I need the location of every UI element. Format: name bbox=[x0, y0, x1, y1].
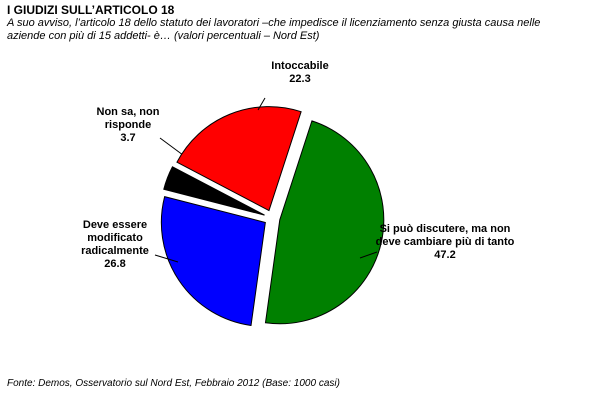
source-note: Fonte: Demos, Osservatorio sul Nord Est,… bbox=[7, 378, 340, 389]
pie-slice bbox=[264, 120, 385, 325]
slice-label: Deve essere modificato radicalmente bbox=[81, 219, 149, 257]
chart-title: I GIUDIZI SULL’ARTICOLO 18 bbox=[7, 3, 175, 17]
pie-slice bbox=[160, 195, 266, 327]
slice-value: 26.8 bbox=[104, 258, 126, 270]
leader-line bbox=[154, 254, 179, 263]
slice-label: Non sa, non risponde bbox=[96, 106, 160, 131]
slice-value: 3.7 bbox=[120, 132, 136, 144]
pie-slice bbox=[176, 106, 302, 212]
chart-subtitle: A suo avviso, l’articolo 18 dello statut… bbox=[7, 17, 541, 42]
slice-label: Intoccabile bbox=[271, 60, 329, 72]
pie-slice bbox=[163, 166, 265, 216]
leader-line bbox=[257, 97, 266, 111]
slice-value: 47.2 bbox=[434, 249, 456, 261]
leader-line bbox=[359, 251, 378, 259]
slice-value: 22.3 bbox=[289, 73, 311, 85]
slice-label: Si può discutere, ma non deve cambiare p… bbox=[375, 223, 515, 248]
